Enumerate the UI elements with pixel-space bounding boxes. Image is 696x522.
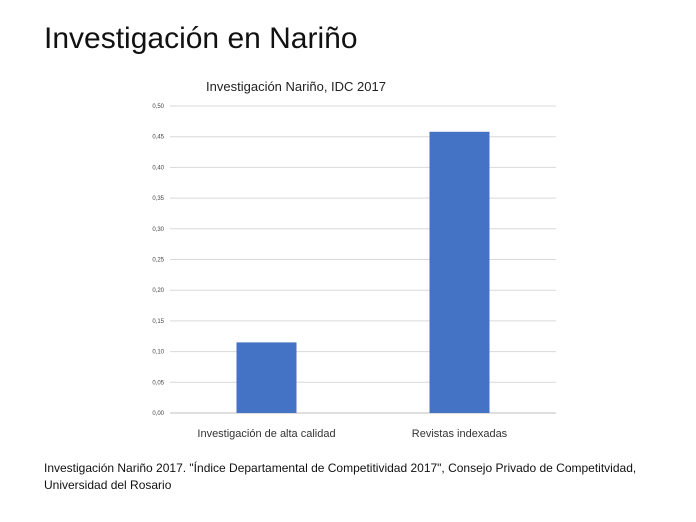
slide-title: Investigación en Nariño — [44, 22, 358, 55]
caption-line-2: Universidad del Rosario — [44, 478, 172, 492]
y-tick-label: 0,25 — [152, 258, 164, 264]
y-tick-label: 0,30 — [152, 227, 164, 233]
bar — [429, 131, 490, 413]
y-axis-ticks: 0,00 0,05 0,10 0,15 0,20 0,25 0,30 0,35 0,40 0,45… — [152, 104, 164, 417]
y-tick-label: 0,10 — [152, 350, 164, 356]
y-tick-label: 0,40 — [152, 165, 164, 171]
y-tick-label: 0,15 — [152, 319, 164, 325]
x-category-label: Revistas indexadas — [412, 428, 508, 440]
y-tick-label: 0,45 — [152, 135, 164, 141]
bars — [236, 131, 490, 413]
y-tick-label: 0,50 — [152, 104, 164, 110]
chart-title: Investigación Nariño, IDC 2017 — [206, 79, 386, 94]
bar — [236, 342, 297, 413]
x-category-label: Investigación de alta calidad — [197, 428, 335, 440]
caption-line-1: Investigación Nariño 2017. "Índice Depar… — [44, 461, 637, 475]
source-caption: Investigación Nariño 2017. "Índice Depar… — [44, 460, 664, 494]
y-tick-label: 0,20 — [152, 288, 164, 294]
x-axis-categories: Investigación de alta calidad Revistas in… — [197, 428, 507, 440]
y-tick-label: 0,05 — [152, 380, 164, 386]
y-tick-label: 0,35 — [152, 196, 164, 202]
gridlines — [170, 105, 556, 414]
y-tick-label: 0,00 — [152, 411, 164, 417]
